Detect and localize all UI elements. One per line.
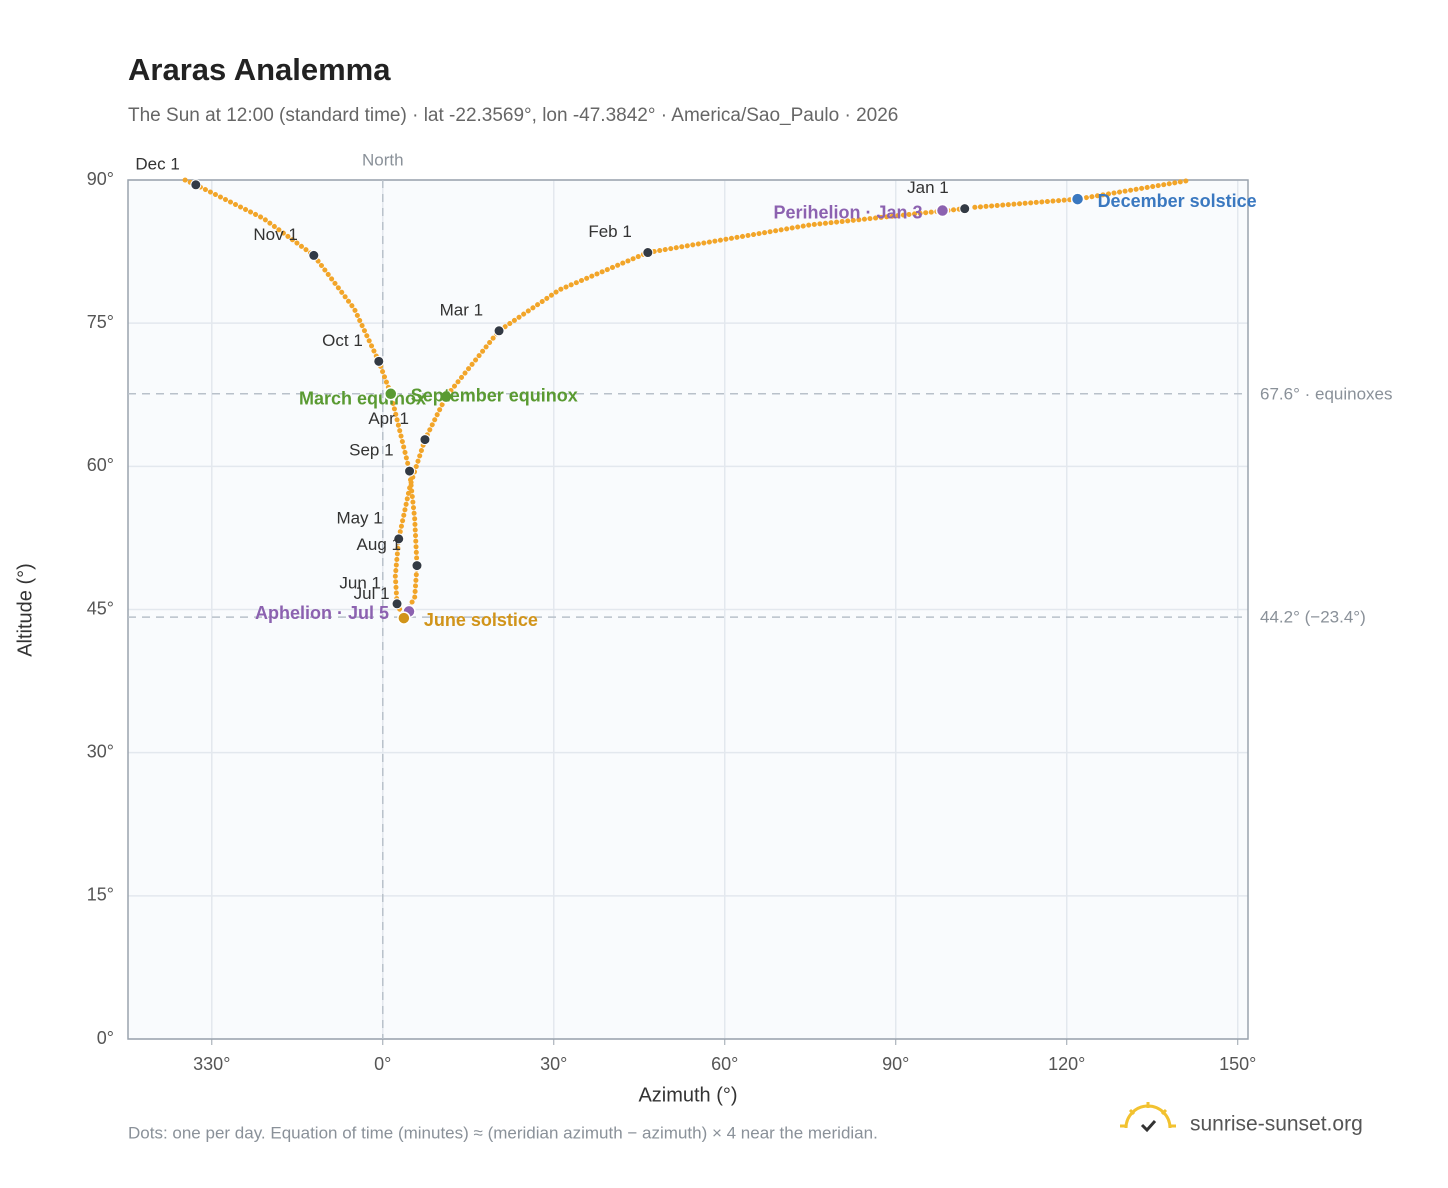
month-label: Apr 1 — [368, 409, 409, 428]
month-marker — [411, 560, 423, 572]
y-tick-label: 45° — [87, 598, 114, 618]
x-tick-label: 150° — [1219, 1054, 1256, 1074]
month-label: Feb 1 — [588, 222, 631, 241]
month-marker — [642, 247, 654, 259]
x-tick-label: 90° — [882, 1054, 909, 1074]
month-label: Jul 1 — [354, 584, 390, 603]
x-axis-label: Azimuth (°) — [638, 1084, 737, 1106]
x-tick-label: 30° — [540, 1054, 567, 1074]
y-tick-label: 15° — [87, 885, 114, 905]
month-marker — [391, 598, 403, 610]
month-label: Jan 1 — [907, 178, 949, 197]
reference-label: 67.6° · equinoxes — [1260, 384, 1393, 403]
y-tick-label: 90° — [87, 169, 114, 189]
month-label: Jun 1 — [339, 573, 381, 592]
month-marker — [373, 355, 385, 367]
month-marker — [393, 533, 405, 545]
month-label: Nov 1 — [253, 225, 297, 244]
month-marker — [419, 434, 431, 446]
x-tick-label: 120° — [1048, 1054, 1085, 1074]
month-label: Aug 1 — [357, 535, 401, 554]
chart-subtitle: The Sun at 12:00 (standard time) · lat -… — [128, 105, 898, 126]
month-label: Mar 1 — [440, 300, 483, 319]
event-label: Aphelion · Jul 5 — [255, 603, 389, 623]
event-label: September equinox — [411, 386, 578, 406]
y-tick-label: 0° — [97, 1028, 114, 1048]
y-tick-label: 75° — [87, 312, 114, 332]
event-label: December solstice — [1098, 191, 1257, 211]
x-tick-label: 330° — [193, 1054, 230, 1074]
month-marker — [190, 179, 202, 191]
month-marker — [493, 325, 505, 337]
event-marker — [384, 387, 398, 401]
reference-label: 44.2° (−23.4°) — [1260, 608, 1366, 627]
chart-title: Araras Analemma — [128, 52, 391, 87]
event-marker — [1070, 192, 1085, 206]
x-tick-label: 0° — [374, 1054, 391, 1074]
event-marker — [439, 389, 453, 404]
brand: sunrise-sunset.org — [1190, 1113, 1363, 1136]
month-marker — [404, 465, 416, 477]
plot-frame — [127, 179, 1249, 1040]
event-label: June solstice — [424, 610, 538, 630]
month-marker — [308, 249, 320, 261]
month-label: Oct 1 — [322, 331, 363, 350]
y-tick-label: 60° — [87, 455, 114, 475]
month-label: Sep 1 — [349, 441, 393, 460]
footnote: Dots: one per day. Equation of time (min… — [128, 1123, 878, 1142]
x-tick-label: 60° — [711, 1054, 738, 1074]
event-label: March equinox — [299, 388, 426, 408]
event-label: Perihelion · Jan 3 — [773, 202, 922, 222]
event-marker — [397, 611, 411, 625]
brand-logo — [1120, 1102, 1176, 1133]
event-marker — [935, 203, 950, 218]
y-axis-label: Altitude (°) — [14, 563, 36, 657]
reference-label: North — [362, 150, 404, 169]
month-marker — [959, 203, 971, 215]
month-label: May 1 — [336, 508, 382, 527]
month-label: Dec 1 — [135, 154, 179, 173]
y-tick-label: 30° — [87, 741, 114, 761]
